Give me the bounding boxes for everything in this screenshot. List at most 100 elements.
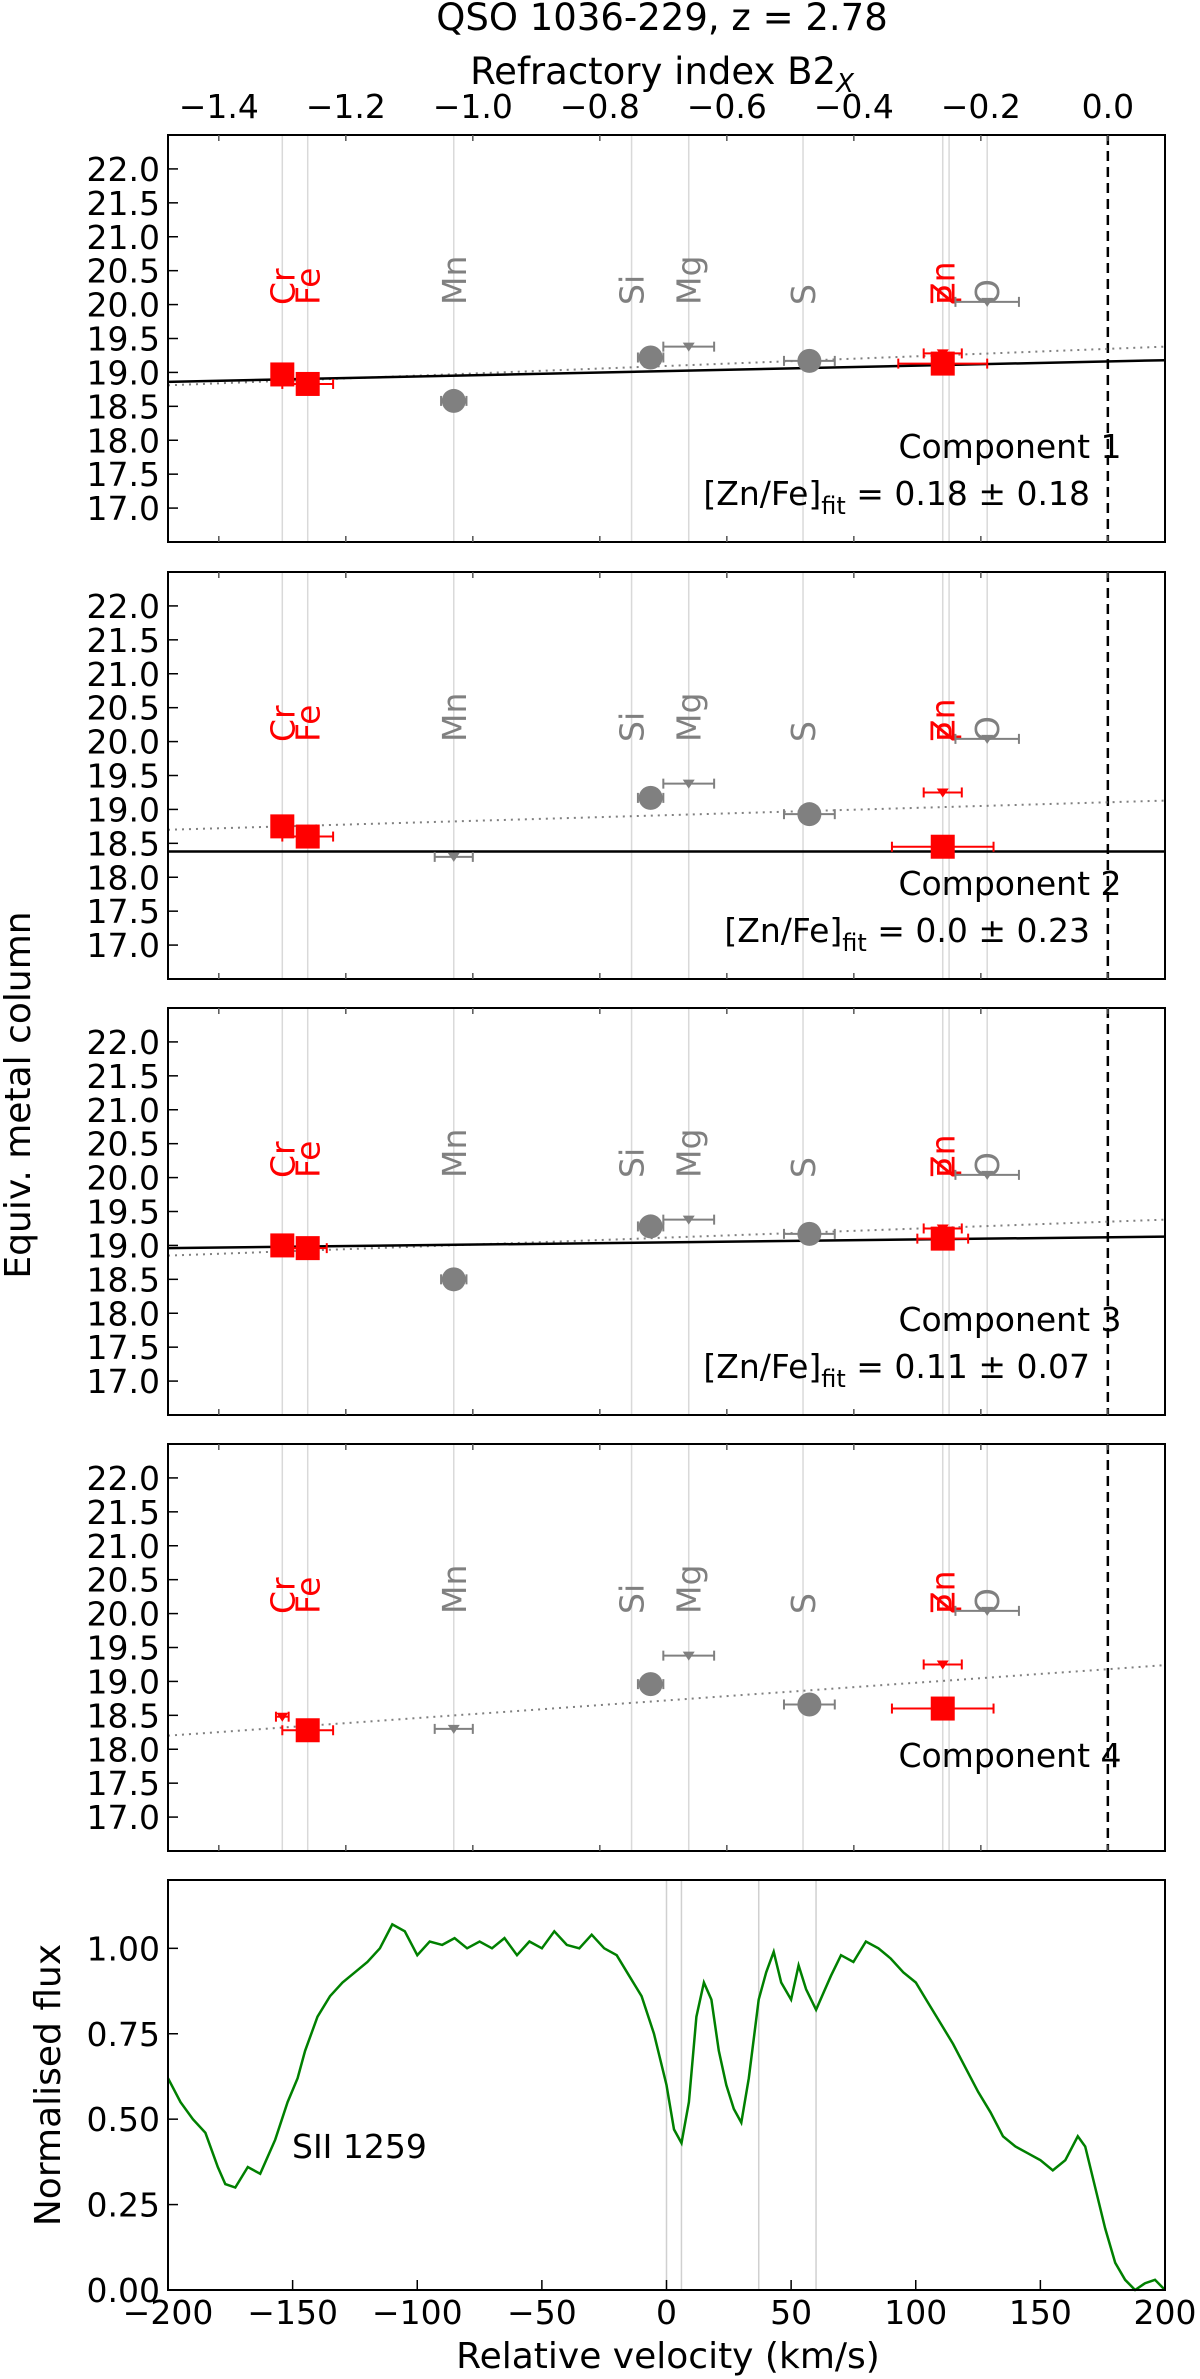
upper-limit-marker-cr	[276, 1712, 289, 1722]
upper-limit-marker-mg	[682, 342, 695, 352]
y-tick-label: 21.5	[87, 1057, 160, 1096]
y-tick-label: 18.5	[87, 1696, 160, 1735]
data-point-fe	[295, 1236, 320, 1261]
element-label-p: P	[930, 1158, 969, 1178]
y-tick-label: 20.5	[87, 689, 160, 728]
y-tick-label: 21.5	[87, 184, 160, 223]
upper-limit-marker-mg	[682, 779, 695, 789]
data-point-p	[930, 351, 955, 376]
data-point-cr	[270, 1233, 295, 1258]
element-label-mn: Mn	[435, 256, 474, 305]
data-point-si	[638, 1214, 663, 1239]
y-tick-label: 17.5	[87, 892, 160, 931]
upper-limit-marker-mn	[447, 852, 460, 862]
fit-result-text: [Zn/Fe]fit = 0.18 ± 0.18	[703, 474, 1090, 520]
panel-frame	[167, 1443, 1166, 1852]
element-label-fe: Fe	[289, 1141, 328, 1178]
element-label-si: Si	[613, 1148, 652, 1178]
fit-result-subscript: fit	[821, 1365, 846, 1393]
y-tick-label: 19.0	[87, 1662, 160, 1701]
fit-result-value: = 0.18 ± 0.18	[846, 474, 1090, 513]
y-tick-label: 20.0	[87, 723, 160, 762]
y-tick-label: 22.0	[87, 587, 160, 626]
y-tick-label: 22.0	[87, 150, 160, 189]
top-x-tick-label: −0.4	[814, 87, 894, 126]
y-tick-label: 19.5	[87, 1193, 160, 1232]
x-tick-label: 200	[1134, 2293, 1197, 2332]
y-tick-label: 17.0	[87, 489, 160, 528]
y-tick-label: 20.0	[87, 1159, 160, 1198]
element-label-si: Si	[613, 275, 652, 305]
y-tick-label: 20.5	[87, 1561, 160, 1600]
fit-result-text: [Zn/Fe]fit = 0.0 ± 0.23	[724, 911, 1090, 957]
component-label: Component 1	[898, 427, 1121, 466]
x-tick-label: −50	[507, 2293, 577, 2332]
element-label-cr: Cr	[263, 1577, 302, 1614]
element-label-p: P	[930, 285, 969, 305]
flux-series-line	[166, 1922, 1166, 2292]
x-tick-label: −200	[123, 2293, 214, 2332]
top-x-tick-label: −1.4	[179, 87, 259, 126]
x-tick-label: 100	[884, 2293, 947, 2332]
fit-line	[167, 1235, 1166, 1250]
fit-result-ratio: [Zn/Fe]	[703, 1347, 821, 1386]
element-label-mn: Mn	[435, 1565, 474, 1614]
element-label-mg: Mg	[670, 1129, 709, 1178]
y-tick-label: 0.00	[87, 2271, 160, 2310]
element-label-cr: Cr	[263, 1141, 302, 1178]
component-label: Component 3	[898, 1300, 1121, 1339]
y-tick-label: 19.0	[87, 353, 160, 392]
element-label-p: P	[930, 1594, 969, 1614]
element-label-mn: Mn	[435, 1129, 474, 1178]
y-tick-label: 18.0	[87, 858, 160, 897]
fit-result-ratio: [Zn/Fe]	[703, 474, 821, 513]
component-label: Component 4	[898, 1736, 1121, 1775]
y-tick-label: 17.5	[87, 1764, 160, 1803]
top-x-tick-label: −0.2	[941, 87, 1021, 126]
fit-result-text: [Zn/Fe]fit = 0.11 ± 0.07	[703, 1347, 1090, 1393]
x-tick-label: 0	[656, 2293, 677, 2332]
x-tick-label: −150	[247, 2293, 338, 2332]
y-tick-label: 20.5	[87, 1125, 160, 1164]
y-tick-label: 0.25	[87, 2186, 160, 2225]
y-tick-label: 22.0	[87, 1023, 160, 1062]
top-x-tick-label: −0.6	[687, 87, 767, 126]
element-label-mn: Mn	[435, 693, 474, 742]
y-axis-label: Equiv. metal column	[0, 911, 39, 1278]
data-point-si	[638, 345, 663, 370]
top-x-tick-label: 0.0	[1082, 87, 1134, 126]
data-point-si	[638, 1672, 663, 1697]
y-tick-label: 18.5	[87, 387, 160, 426]
fit-result-value: = 0.0 ± 0.23	[867, 911, 1090, 950]
line-annotation: SII 1259	[292, 2127, 427, 2166]
dotted-trend-line	[167, 345, 1166, 387]
y-tick-label: 17.5	[87, 1328, 160, 1367]
element-label-s: S	[784, 1157, 823, 1178]
fit-result-value: = 0.11 ± 0.07	[846, 1347, 1090, 1386]
element-label-fe: Fe	[289, 705, 328, 742]
data-point-s	[797, 348, 822, 373]
y-tick-label: 20.0	[87, 286, 160, 325]
data-point-s	[797, 1692, 822, 1717]
data-point-fe	[295, 1718, 320, 1743]
y-tick-label: 18.5	[87, 824, 160, 863]
y-tick-label: 0.50	[87, 2100, 160, 2139]
top-x-tick-label: −0.8	[560, 87, 640, 126]
y-tick-label: 17.0	[87, 1798, 160, 1837]
element-label-cr: Cr	[263, 705, 302, 742]
data-point-p	[930, 834, 955, 859]
y-tick-label: 21.5	[87, 621, 160, 660]
upper-limit-marker-o	[981, 297, 994, 307]
element-label-mg: Mg	[670, 1565, 709, 1614]
y-tick-label: 19.5	[87, 757, 160, 796]
fit-result-ratio: [Zn/Fe]	[724, 911, 842, 950]
y-tick-label: 17.0	[87, 1362, 160, 1401]
y-tick-label: 1.00	[87, 1929, 160, 1968]
y-tick-label: 17.5	[87, 455, 160, 494]
upper-limit-marker-mg	[682, 1215, 695, 1225]
element-label-si: Si	[613, 712, 652, 742]
